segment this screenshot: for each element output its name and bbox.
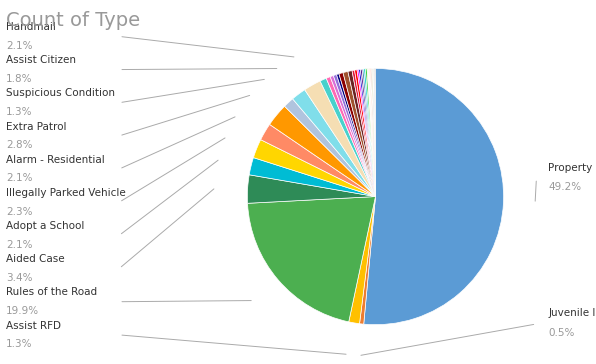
Wedge shape <box>326 77 375 197</box>
Wedge shape <box>247 197 375 322</box>
Wedge shape <box>320 78 375 197</box>
Text: Handmail: Handmail <box>6 22 56 32</box>
Text: 2.1%: 2.1% <box>6 41 32 51</box>
Wedge shape <box>339 73 375 197</box>
Wedge shape <box>343 71 375 197</box>
Wedge shape <box>370 68 375 197</box>
Wedge shape <box>348 71 375 197</box>
Text: Rules of the Road: Rules of the Road <box>6 287 97 297</box>
Wedge shape <box>293 90 375 197</box>
Text: Alarm - Residential: Alarm - Residential <box>6 155 105 165</box>
Wedge shape <box>355 70 375 197</box>
Wedge shape <box>349 197 375 324</box>
Wedge shape <box>364 68 504 325</box>
Text: 1.3%: 1.3% <box>6 107 32 117</box>
Text: Illegally Parked Vehicle: Illegally Parked Vehicle <box>6 188 126 198</box>
Text: Adopt a School: Adopt a School <box>6 221 85 231</box>
Wedge shape <box>253 140 375 197</box>
Text: 1.8%: 1.8% <box>6 74 32 84</box>
Wedge shape <box>333 75 375 197</box>
Text: 2.1%: 2.1% <box>6 240 32 250</box>
Wedge shape <box>249 158 375 197</box>
Text: Juvenile Incident: Juvenile Incident <box>548 309 596 318</box>
Text: 2.3%: 2.3% <box>6 207 32 217</box>
Wedge shape <box>369 68 375 197</box>
Wedge shape <box>357 70 375 197</box>
Wedge shape <box>359 197 375 324</box>
Text: 49.2%: 49.2% <box>548 182 582 192</box>
Text: Count of Type: Count of Type <box>6 11 140 30</box>
Wedge shape <box>372 68 375 197</box>
Wedge shape <box>371 68 375 197</box>
Wedge shape <box>374 68 375 197</box>
Text: Assist Citizen: Assist Citizen <box>6 55 76 65</box>
Wedge shape <box>305 81 375 197</box>
Text: Property Check: Property Check <box>548 163 596 173</box>
Text: Extra Patrol: Extra Patrol <box>6 122 67 131</box>
Wedge shape <box>260 124 375 197</box>
Wedge shape <box>373 68 375 197</box>
Text: 19.9%: 19.9% <box>6 306 39 316</box>
Text: Suspicious Condition: Suspicious Condition <box>6 88 115 98</box>
Wedge shape <box>364 69 375 197</box>
Text: Aided Case: Aided Case <box>6 254 64 264</box>
Wedge shape <box>247 175 375 203</box>
Wedge shape <box>371 68 375 197</box>
Text: 2.1%: 2.1% <box>6 173 32 183</box>
Wedge shape <box>330 76 375 197</box>
Text: 2.8%: 2.8% <box>6 140 32 150</box>
Wedge shape <box>337 74 375 197</box>
Wedge shape <box>359 69 375 197</box>
Wedge shape <box>352 70 375 197</box>
Text: Assist RFD: Assist RFD <box>6 321 61 331</box>
Wedge shape <box>269 106 375 197</box>
Text: 0.5%: 0.5% <box>548 328 575 337</box>
Wedge shape <box>284 99 375 197</box>
Wedge shape <box>368 68 375 197</box>
Wedge shape <box>361 69 375 197</box>
Text: 3.4%: 3.4% <box>6 273 32 283</box>
Wedge shape <box>367 69 375 197</box>
Text: 1.3%: 1.3% <box>6 339 32 349</box>
Wedge shape <box>362 69 375 197</box>
Wedge shape <box>365 69 375 197</box>
